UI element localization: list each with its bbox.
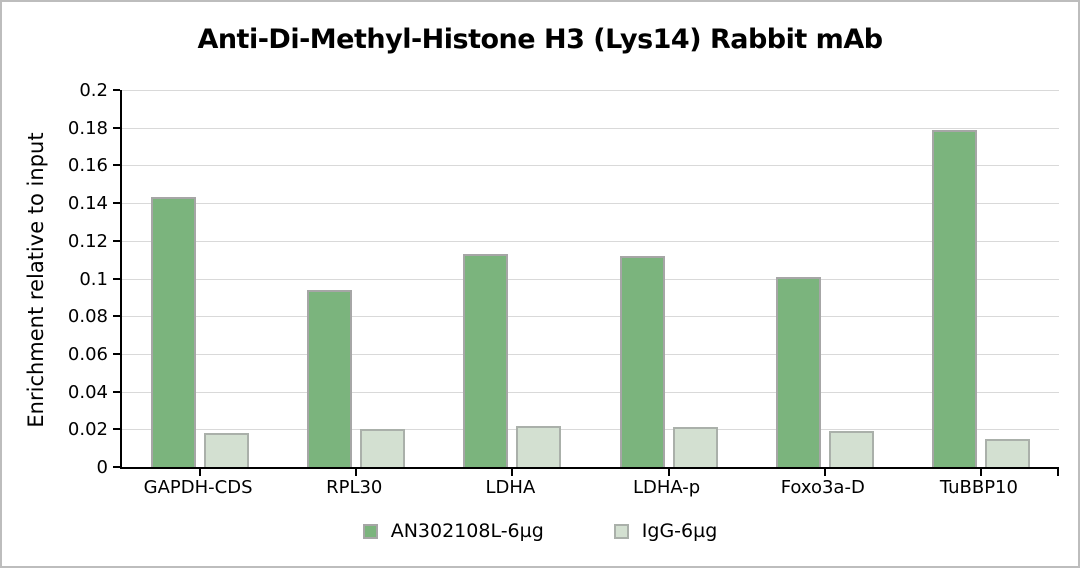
- y-tick-mark: [113, 428, 120, 431]
- y-tick-label: 0.02: [67, 419, 108, 441]
- bar-IgG-6µg-LDHA-p: [672, 427, 718, 467]
- x-tick-mark: [823, 469, 826, 476]
- gridline: [122, 240, 1059, 242]
- bar-IgG-6µg-Foxo3a-D: [828, 431, 874, 467]
- y-tick-mark: [113, 126, 120, 129]
- x-axis-label-Foxo3a-D: Foxo3a-D: [780, 477, 865, 498]
- legend-item-IgG-6µg: IgG-6µg: [613, 520, 718, 542]
- legend: AN302108L-6µg IgG-6µg: [2, 520, 1078, 542]
- gridline: [122, 316, 1059, 318]
- gridline: [122, 203, 1059, 205]
- x-axis-label-GAPDH-CDS: GAPDH-CDS: [143, 477, 253, 498]
- y-tick-label: 0.2: [79, 80, 108, 101]
- y-tick-label: 0.1: [79, 268, 108, 290]
- y-tick-label: 0.08: [67, 306, 108, 328]
- bar-IgG-6µg-LDHA: [516, 425, 562, 467]
- gridline: [122, 353, 1059, 355]
- x-axis-label-LDHA: LDHA: [485, 477, 536, 498]
- gridline: [122, 90, 1059, 91]
- gridline: [122, 429, 1059, 431]
- x-tick-mark: [979, 469, 982, 476]
- gridline: [122, 391, 1059, 393]
- legend-item-AN302108L-6µg: AN302108L-6µg: [362, 520, 544, 542]
- x-tick-mark: [667, 469, 670, 476]
- plot-area: 0 0.02 0.04 0.06 0.08 0.1 0.12 0.14 0.16 0.18 0.2: [68, 82, 1059, 477]
- gridline: [122, 127, 1059, 129]
- y-tick-label: 0.06: [67, 343, 108, 365]
- bar-IgG-6µg-RPL30: [360, 429, 406, 467]
- x-axis-label-RPL30: RPL30: [326, 477, 383, 498]
- x-tick-mark: [511, 469, 514, 476]
- y-tick-mark: [113, 164, 120, 167]
- x-axis-label-TuBBP10: TuBBP10: [939, 477, 1018, 498]
- x-axis-label-LDHA-p: LDHA-p: [632, 477, 701, 498]
- legend-swatch-icon: [362, 523, 378, 539]
- legend-label: IgG-6µg: [641, 520, 718, 542]
- bar-AN302108L-6µg-TuBBP10: [931, 129, 977, 467]
- y-tick-mark: [113, 239, 120, 242]
- y-axis-label: Enrichment relative to input: [24, 132, 48, 428]
- y-tick-mark: [113, 202, 120, 205]
- bar-AN302108L-6µg-LDHA: [463, 254, 509, 467]
- y-tick-label: 0: [96, 457, 108, 478]
- bar-AN302108L-6µg-Foxo3a-D: [775, 276, 821, 467]
- y-tick-label: 0.18: [67, 117, 108, 139]
- x-tick-mark: [355, 469, 358, 476]
- y-tick-mark: [113, 466, 120, 468]
- x-tick-mark-end: [1057, 469, 1059, 476]
- bar-IgG-6µg-GAPDH-CDS: [204, 433, 250, 467]
- chart-title: Anti-Di-Methyl-Histone H3 (Lys14) Rabbit…: [197, 24, 883, 55]
- y-tick-mark: [113, 89, 120, 91]
- y-tick-label: 0.14: [67, 193, 108, 215]
- y-tick-mark: [113, 315, 120, 318]
- y-tick-mark: [113, 277, 120, 280]
- legend-swatch-icon: [613, 523, 629, 539]
- y-tick-label: 0.12: [67, 230, 108, 252]
- x-tick-mark: [199, 469, 202, 476]
- y-tick-label: 0.16: [67, 155, 108, 177]
- y-tick-label: 0.04: [67, 381, 108, 403]
- gridline: [122, 278, 1059, 280]
- legend-label: AN302108L-6µg: [390, 520, 544, 542]
- bar-IgG-6µg-TuBBP10: [984, 438, 1030, 467]
- bar-AN302108L-6µg-RPL30: [307, 289, 353, 467]
- bar-AN302108L-6µg-GAPDH-CDS: [151, 197, 197, 467]
- bar-AN302108L-6µg-LDHA-p: [619, 255, 665, 467]
- y-tick-mark: [113, 352, 120, 355]
- y-tick-mark: [113, 390, 120, 393]
- gridline: [122, 165, 1059, 167]
